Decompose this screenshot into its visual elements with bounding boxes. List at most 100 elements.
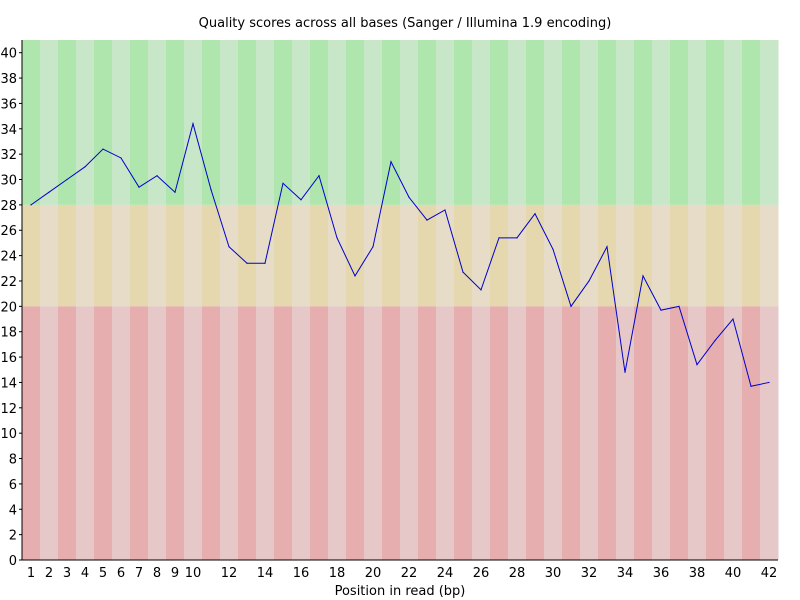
band-poor-col-27 (490, 306, 509, 560)
band-poor-col-31 (562, 306, 581, 560)
band-reasonable-col-8 (148, 205, 167, 306)
band-good-col-15 (274, 40, 293, 205)
band-good-col-40 (724, 40, 743, 205)
band-good-col-9 (166, 40, 185, 205)
data-point (552, 249, 553, 250)
band-poor-col-20 (364, 306, 383, 560)
data-point (390, 161, 391, 162)
band-poor-col-34 (616, 306, 635, 560)
data-point (480, 289, 481, 290)
data-point (372, 246, 373, 247)
band-poor-col-12 (220, 306, 239, 560)
band-reasonable-col-14 (256, 205, 275, 306)
band-reasonable-col-25 (454, 205, 473, 306)
data-point (732, 318, 733, 319)
band-reasonable-col-7 (130, 205, 149, 306)
data-point (516, 237, 517, 238)
band-good-col-3 (58, 40, 77, 205)
band-reasonable-col-38 (688, 205, 707, 306)
x-tick-label: 10 (185, 566, 202, 581)
band-good-col-10 (184, 40, 203, 205)
x-tick-label: 6 (117, 566, 125, 581)
band-reasonable-col-22 (400, 205, 419, 306)
band-poor-col-18 (328, 306, 347, 560)
y-tick-label: 14 (0, 376, 17, 391)
band-good-col-28 (508, 40, 527, 205)
x-tick-label: 26 (473, 566, 490, 581)
band-poor-col-39 (706, 306, 725, 560)
quality-bands (22, 40, 779, 560)
x-tick-label: 1 (27, 566, 35, 581)
chart-title: Quality scores across all bases (Sanger … (199, 16, 612, 31)
x-tick-label: 5 (99, 566, 107, 581)
y-tick-label: 24 (0, 250, 17, 265)
data-point (102, 148, 103, 149)
band-good-col-22 (400, 40, 419, 205)
band-good-col-2 (40, 40, 59, 205)
y-tick-label: 22 (0, 275, 17, 290)
y-tick-label: 0 (9, 554, 17, 569)
band-poor-col-41 (742, 306, 761, 560)
band-good-col-1 (22, 40, 41, 205)
data-point (210, 189, 211, 190)
data-point (246, 263, 247, 264)
band-good-col-20 (364, 40, 383, 205)
band-reasonable-col-2 (40, 205, 59, 306)
x-tick-label: 7 (135, 566, 143, 581)
band-reasonable-col-40 (724, 205, 743, 306)
band-good-col-19 (346, 40, 365, 205)
band-poor-col-28 (508, 306, 527, 560)
band-poor-col-35 (634, 306, 653, 560)
band-poor-col-25 (454, 306, 473, 560)
x-tick-label: 38 (689, 566, 706, 581)
band-reasonable-col-10 (184, 205, 203, 306)
band-reasonable-col-26 (472, 205, 491, 306)
band-good-col-29 (526, 40, 545, 205)
y-tick-labels: 0246810121416182022242628303234363840 (0, 47, 22, 569)
band-poor-col-3 (58, 306, 77, 560)
band-reasonable-col-35 (634, 205, 653, 306)
band-reasonable-col-29 (526, 205, 545, 306)
band-poor-col-36 (652, 306, 671, 560)
band-good-col-37 (670, 40, 689, 205)
band-good-col-5 (94, 40, 113, 205)
y-tick-label: 30 (0, 174, 17, 189)
data-point (30, 204, 31, 205)
y-tick-label: 28 (0, 199, 17, 214)
y-tick-label: 32 (0, 148, 17, 163)
x-tick-label: 12 (221, 566, 238, 581)
band-reasonable-col-1 (22, 205, 41, 306)
band-reasonable-col-18 (328, 205, 347, 306)
band-good-col-7 (130, 40, 149, 205)
band-reasonable-col-3 (58, 205, 77, 306)
data-point (426, 219, 427, 220)
data-point (192, 123, 193, 124)
band-good-col-31 (562, 40, 581, 205)
data-point (120, 157, 121, 158)
band-good-col-14 (256, 40, 275, 205)
x-tick-label: 24 (437, 566, 454, 581)
band-good-col-12 (220, 40, 239, 205)
data-point (570, 306, 571, 307)
band-good-col-6 (112, 40, 131, 205)
band-poor-col-32 (580, 306, 599, 560)
band-reasonable-col-42 (760, 205, 779, 306)
band-good-col-34 (616, 40, 635, 205)
y-tick-label: 34 (0, 123, 17, 138)
data-point (174, 192, 175, 193)
band-good-col-35 (634, 40, 653, 205)
band-good-col-30 (544, 40, 563, 205)
band-good-col-16 (292, 40, 311, 205)
y-tick-label: 2 (9, 529, 17, 544)
band-poor-col-30 (544, 306, 563, 560)
x-tick-label: 22 (401, 566, 418, 581)
y-tick-label: 6 (9, 478, 17, 493)
data-point (678, 306, 679, 307)
band-reasonable-col-15 (274, 205, 293, 306)
band-good-col-25 (454, 40, 473, 205)
x-tick-label: 16 (293, 566, 310, 581)
band-reasonable-col-11 (202, 205, 221, 306)
data-point (588, 280, 589, 281)
data-point (660, 310, 661, 311)
